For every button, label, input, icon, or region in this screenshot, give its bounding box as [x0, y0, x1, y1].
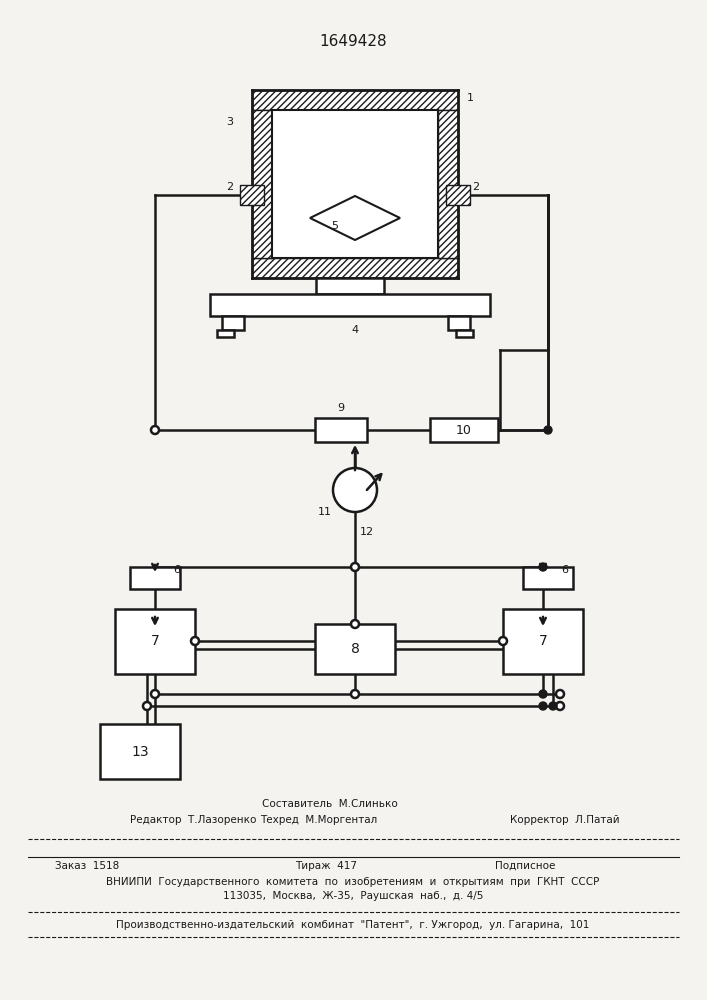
- Bar: [438, 110, 458, 258]
- Bar: [210, 294, 490, 316]
- Text: 9: 9: [337, 403, 344, 413]
- Bar: [130, 567, 180, 589]
- Circle shape: [151, 690, 159, 698]
- Text: 4: 4: [351, 325, 358, 335]
- Bar: [523, 567, 573, 589]
- Bar: [252, 90, 458, 110]
- Text: 11: 11: [318, 507, 332, 517]
- Bar: [222, 316, 244, 330]
- Text: Заказ  1518: Заказ 1518: [55, 861, 119, 871]
- Text: 2: 2: [226, 182, 233, 192]
- Text: 13: 13: [132, 745, 148, 759]
- Circle shape: [549, 702, 557, 710]
- Text: 1649428: 1649428: [319, 34, 387, 49]
- Text: 113035,  Москва,  Ж-35,  Раушская  наб.,  д. 4/5: 113035, Москва, Ж-35, Раушская наб., д. …: [223, 891, 483, 901]
- Bar: [272, 110, 438, 258]
- Circle shape: [556, 702, 564, 710]
- Circle shape: [351, 620, 359, 628]
- Text: 3: 3: [226, 117, 233, 127]
- Circle shape: [351, 690, 359, 698]
- Text: ВНИИПИ  Государственного  комитета  по  изобретениям  и  открытиям  при  ГКНТ  С: ВНИИПИ Государственного комитета по изоб…: [106, 877, 600, 887]
- Text: Тираж  417: Тираж 417: [295, 861, 357, 871]
- Polygon shape: [310, 196, 400, 240]
- Bar: [456, 330, 473, 337]
- Bar: [503, 609, 583, 674]
- Text: Подписное: Подписное: [495, 861, 556, 871]
- Text: Техред  М.Моргентал: Техред М.Моргентал: [260, 815, 378, 825]
- Circle shape: [544, 426, 552, 434]
- Text: 2: 2: [472, 182, 479, 192]
- Circle shape: [539, 702, 547, 710]
- Circle shape: [499, 637, 507, 645]
- Text: 10: 10: [456, 424, 472, 436]
- Bar: [252, 258, 458, 278]
- Text: 1: 1: [467, 93, 474, 103]
- Circle shape: [333, 468, 377, 512]
- Text: 12: 12: [360, 527, 374, 537]
- Bar: [217, 330, 234, 337]
- Text: 8: 8: [351, 642, 359, 656]
- Bar: [315, 624, 395, 674]
- Circle shape: [556, 690, 564, 698]
- Bar: [252, 110, 272, 258]
- Bar: [115, 609, 195, 674]
- Text: Редактор  Т.Лазоренко: Редактор Т.Лазоренко: [130, 815, 257, 825]
- Bar: [100, 724, 180, 779]
- Circle shape: [539, 690, 547, 698]
- Text: Составитель  М.Слинько: Составитель М.Слинько: [262, 799, 398, 809]
- Text: 6: 6: [173, 565, 180, 575]
- Circle shape: [351, 563, 359, 571]
- Bar: [446, 185, 470, 205]
- Text: Производственно-издательский  комбинат  "Патент",  г. Ужгород,  ул. Гагарина,  1: Производственно-издательский комбинат "П…: [117, 920, 590, 930]
- Text: 6: 6: [561, 565, 568, 575]
- Text: 5: 5: [332, 221, 339, 231]
- Text: 7: 7: [151, 634, 159, 648]
- Bar: [315, 418, 367, 442]
- Text: 7: 7: [539, 634, 547, 648]
- Bar: [316, 278, 384, 294]
- Bar: [448, 316, 470, 330]
- Circle shape: [143, 702, 151, 710]
- Circle shape: [539, 563, 547, 571]
- Bar: [430, 418, 498, 442]
- Bar: [240, 185, 264, 205]
- Text: Корректор  Л.Патай: Корректор Л.Патай: [510, 815, 619, 825]
- Circle shape: [191, 637, 199, 645]
- Circle shape: [151, 426, 159, 434]
